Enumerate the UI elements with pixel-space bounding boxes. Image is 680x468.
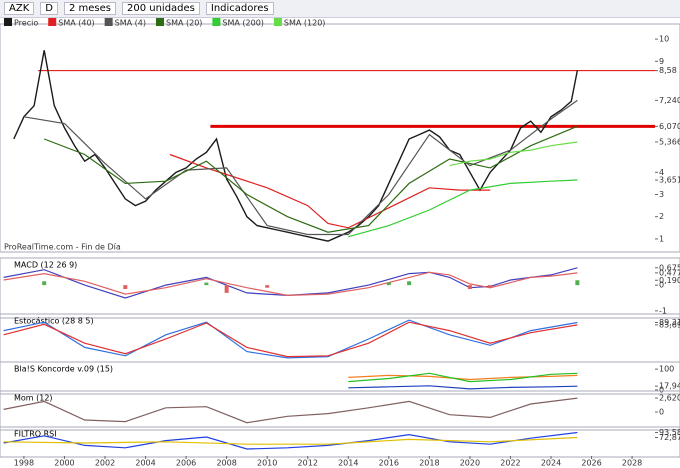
legend-label: SMA (200) xyxy=(222,19,264,28)
timeframe[interactable]: 2 meses xyxy=(63,2,116,15)
histogram-bar xyxy=(575,280,580,286)
y-tick-label: 2 xyxy=(659,212,664,221)
histogram-bar xyxy=(204,282,209,286)
panel xyxy=(0,23,680,253)
series-line xyxy=(43,125,578,233)
y-tick-label: 17,94 xyxy=(659,382,680,391)
watermark: ProRealTime.com - Fin de Día xyxy=(4,243,121,252)
legend-label: SMA (40) xyxy=(58,19,94,28)
x-tick-label: 2004 xyxy=(135,459,155,468)
y-tick-label: 0,675 xyxy=(659,263,680,272)
series-line xyxy=(3,319,578,359)
y-tick-label: 0 xyxy=(659,281,664,290)
x-tick-label: 2014 xyxy=(338,459,358,468)
x-tick-label: 2006 xyxy=(176,459,196,468)
y-tick-label: 1 xyxy=(659,234,664,243)
histogram-bar xyxy=(386,282,391,286)
series-line xyxy=(3,321,578,358)
series-line xyxy=(348,372,578,383)
panel-title: Bla!S Koncorde v.09 (15) xyxy=(14,365,113,374)
histogram-bar xyxy=(467,285,472,289)
series-line xyxy=(13,50,579,242)
legend-swatch xyxy=(48,18,57,26)
y-tick-label: 5,366 xyxy=(659,137,680,146)
y-tick-label: 100 xyxy=(659,365,674,374)
series-line xyxy=(169,153,491,229)
y-tick-label: 93,58 xyxy=(659,428,680,437)
panel xyxy=(0,313,680,363)
y-tick-label: 3,651 xyxy=(659,176,680,185)
y-tick-label: 9 xyxy=(659,57,664,66)
panel xyxy=(0,361,680,395)
x-tick-label: 2000 xyxy=(54,459,74,468)
legend-swatch xyxy=(273,18,282,26)
y-tick-label: -1 xyxy=(659,306,667,315)
x-tick-label: 2020 xyxy=(460,459,480,468)
x-tick-label: 2010 xyxy=(257,459,277,468)
panel xyxy=(0,390,680,431)
y-tick-label: 0,477 xyxy=(659,268,680,277)
y-tick-label: 72,87 xyxy=(659,433,680,442)
legend-swatch xyxy=(155,18,164,26)
series-line xyxy=(3,267,578,299)
histogram-bar xyxy=(42,281,47,286)
y-tick-label: 0 xyxy=(659,408,664,417)
toolbar: AZK D 2 meses 200 unidades Indicadores xyxy=(0,0,680,18)
series-line xyxy=(23,99,578,236)
x-tick-label: 2028 xyxy=(622,459,642,468)
y-tick-label: 2,620 xyxy=(659,394,680,403)
legend-label: SMA (4) xyxy=(115,19,146,28)
y-tick-label: 89,31 xyxy=(659,318,680,327)
series-line xyxy=(3,271,578,297)
y-tick-label: 8,58 xyxy=(659,66,677,75)
histogram-bar xyxy=(123,285,128,289)
indicators[interactable]: Indicadores xyxy=(205,2,274,15)
y-tick-label: 7,240 xyxy=(659,96,680,105)
histogram-bar xyxy=(224,285,229,293)
histogram-bar xyxy=(407,281,412,286)
y-tick-label: 4 xyxy=(659,168,664,177)
units[interactable]: 200 unidades xyxy=(121,2,200,15)
x-tick-label: 2016 xyxy=(379,459,399,468)
panel xyxy=(0,257,680,319)
legend-label: SMA (20) xyxy=(166,19,202,28)
series-line xyxy=(449,141,578,167)
panel xyxy=(0,426,680,458)
y-tick-label: 3 xyxy=(659,190,664,199)
histogram-bar xyxy=(265,285,270,288)
legend-label: SMA (120) xyxy=(284,19,326,28)
panel-title: Estocástico (28 8 5) xyxy=(14,317,94,326)
series-line xyxy=(348,179,578,238)
period-code[interactable]: D xyxy=(40,2,58,15)
x-tick-label: 2022 xyxy=(500,459,520,468)
x-tick-label: 2008 xyxy=(216,459,236,468)
panel-title: Mom (12) xyxy=(14,394,53,403)
symbol[interactable]: AZK xyxy=(4,2,35,15)
legend-swatch xyxy=(4,18,12,26)
y-tick-label: 83,69 xyxy=(659,320,680,329)
legend-swatch xyxy=(212,18,221,26)
histogram-bar xyxy=(488,285,493,288)
series-line xyxy=(3,397,578,424)
x-tick-label: 2026 xyxy=(581,459,601,468)
y-tick-label: 10 xyxy=(659,35,669,44)
y-tick-label: 0,190 xyxy=(659,276,680,285)
series-line xyxy=(3,436,578,445)
panel-title: MACD (12 26 9) xyxy=(14,261,77,270)
legend-label: Precio xyxy=(14,19,38,28)
x-tick-label: 1998 xyxy=(14,459,34,468)
y-tick-label: 6,070 xyxy=(659,122,680,131)
x-tick-label: 2012 xyxy=(298,459,318,468)
series-line xyxy=(3,431,578,450)
x-tick-label: 2024 xyxy=(541,459,561,468)
panel-title: FILTRO RSI xyxy=(14,430,57,439)
x-tick-label: 2018 xyxy=(419,459,439,468)
y-tick-label: 0 xyxy=(659,385,664,394)
series-line xyxy=(348,385,578,390)
legend-swatch xyxy=(104,18,113,26)
x-tick-label: 2002 xyxy=(95,459,115,468)
series-line xyxy=(348,374,578,381)
